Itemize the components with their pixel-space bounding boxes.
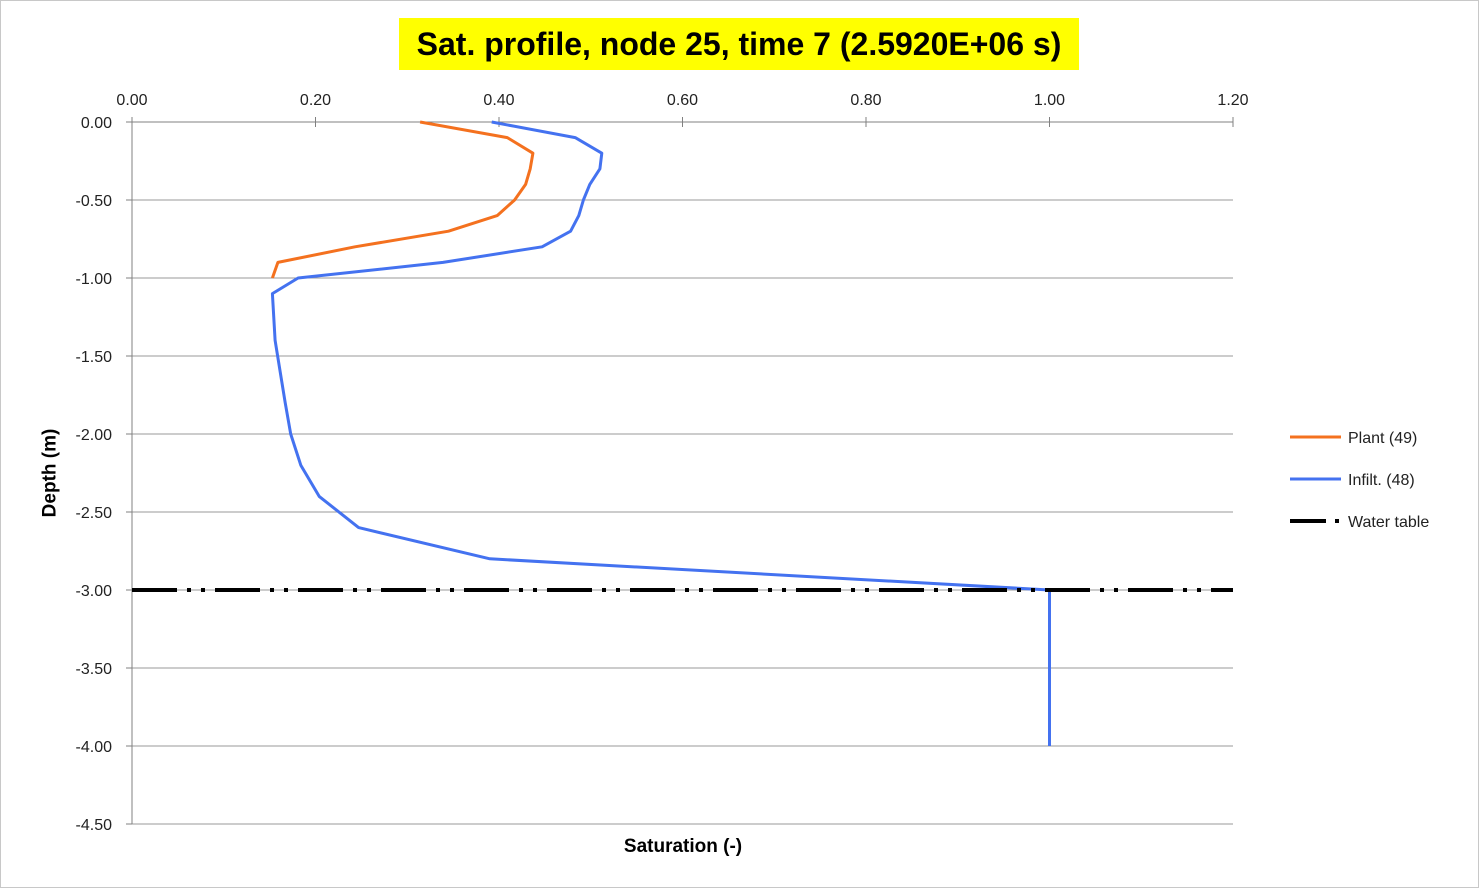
series-line-infilt-48	[270, 120, 1051, 746]
chart-title: Sat. profile, node 25, time 7 (2.5920E+0…	[399, 18, 1079, 70]
y-tick-label: -1.00	[76, 271, 113, 288]
x-axis-title: Saturation (-)	[624, 836, 742, 857]
legend: Plant (49) Infilt. (48) Water table	[1290, 430, 1429, 531]
legend-label: Water table	[1348, 514, 1429, 531]
legend-label: Plant (49)	[1348, 430, 1417, 447]
legend-item-infilt-48: Infilt. (48)	[1290, 472, 1415, 489]
legend-item-water-table: Water table	[1290, 514, 1429, 531]
tick-labels: 0.00 -0.50 -1.00 -1.50 -2.00 -2.50 -3.00 -3.50 -…	[76, 92, 1249, 834]
y-tick-label: -4.00	[76, 739, 113, 756]
legend-item-plant-49: Plant (49)	[1290, 430, 1417, 447]
y-tick-label: -3.00	[76, 583, 113, 600]
x-tick-label: 0.40	[483, 92, 514, 109]
series-lines	[132, 120, 1233, 746]
x-tick-label: 0.20	[300, 92, 331, 109]
gridlines	[132, 121, 1233, 825]
axes	[126, 117, 1234, 825]
y-axis-title: Depth (m)	[40, 429, 61, 518]
y-tick-label: -3.50	[76, 661, 113, 678]
y-tick-label: -4.50	[76, 817, 113, 834]
y-tick-label: -1.50	[76, 349, 113, 366]
legend-label: Infilt. (48)	[1348, 472, 1415, 489]
x-tick-label: 0.60	[667, 92, 698, 109]
x-tick-label: 0.00	[116, 92, 147, 109]
x-tick-label: 1.00	[1034, 92, 1065, 109]
series-line-plant-49	[270, 120, 535, 279]
y-tick-label: -2.50	[76, 505, 113, 522]
y-tick-label: -0.50	[76, 193, 113, 210]
y-tick-label: -2.00	[76, 427, 113, 444]
x-tick-label: 1.20	[1217, 92, 1248, 109]
x-tick-label: 0.80	[850, 92, 881, 109]
y-tick-label: 0.00	[81, 115, 112, 132]
